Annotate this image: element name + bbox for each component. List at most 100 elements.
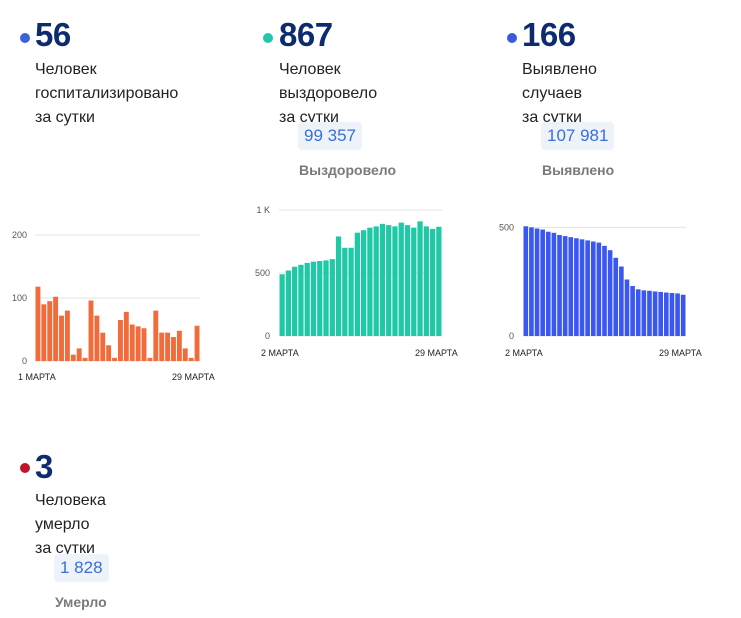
bar — [64, 310, 70, 361]
bar — [624, 279, 630, 336]
bar — [53, 296, 59, 361]
bar — [411, 227, 417, 336]
x-last-label: 29 МАРТА — [415, 348, 458, 358]
bar — [675, 293, 680, 336]
bar — [404, 225, 411, 336]
deaths-desc-line2: за сутки — [35, 540, 95, 557]
bar — [579, 239, 585, 336]
bar — [176, 330, 182, 361]
hospitalized-dot — [20, 33, 30, 43]
bar — [112, 357, 117, 361]
y-tick-label: 500 — [499, 222, 514, 232]
bar — [373, 226, 379, 336]
bar — [551, 232, 557, 336]
detected-total-label: Выявлено — [542, 162, 615, 178]
y-tick-label: 100 — [12, 293, 27, 303]
bar — [602, 245, 607, 336]
bar — [680, 294, 686, 336]
bar — [279, 274, 285, 336]
bar — [41, 304, 47, 361]
x-last-label: 29 МАРТА — [659, 348, 702, 358]
bar — [669, 292, 675, 336]
bar — [529, 227, 534, 336]
hospitalized-value: 56 — [35, 16, 71, 53]
hospitalized-desc-line1: Человек — [35, 61, 97, 78]
bar — [285, 270, 292, 336]
bar — [630, 286, 635, 336]
bar — [664, 292, 669, 336]
y-tick-label: 1 K — [256, 205, 270, 215]
deaths-description: Человека умерло за сутки — [35, 489, 106, 561]
recovered-desc-line2: за сутки — [279, 109, 339, 126]
hospitalized-desc-line3: за сутки — [35, 109, 95, 126]
bar — [348, 247, 354, 336]
bar — [590, 241, 596, 336]
hospitalized-desc-line2: госпитализировано — [35, 85, 179, 102]
bar — [562, 236, 568, 336]
deaths-value: 3 — [35, 448, 53, 485]
bar — [329, 259, 335, 336]
bar — [392, 226, 398, 336]
bar — [159, 332, 165, 361]
bar — [153, 310, 159, 361]
bar — [323, 260, 329, 336]
bar — [188, 357, 194, 361]
hospitalized-bar-chart: 0 100 200 1 МАРТА 29 МАРТА — [12, 230, 215, 382]
hospitalized-description: Человек госпитализировано за сутки — [35, 58, 178, 130]
bar — [635, 289, 641, 336]
bar — [335, 236, 342, 336]
bar — [59, 315, 64, 361]
recovered-total-badge: 99 357 — [298, 122, 362, 150]
bar — [545, 231, 551, 336]
bar — [398, 222, 404, 336]
bar — [35, 286, 41, 361]
bar — [165, 332, 171, 361]
y-tick-label: 200 — [12, 230, 27, 240]
bar — [361, 230, 367, 336]
recovered-bar-chart: 0 500 1 K 2 МАРТА 29 МАРТА — [255, 205, 458, 358]
detected-value: 166 — [522, 16, 576, 53]
bar — [292, 266, 298, 336]
bar — [135, 326, 141, 361]
deaths-total-label: Умерло — [55, 594, 107, 610]
bar — [379, 223, 386, 336]
bar — [304, 262, 310, 336]
bar — [534, 228, 540, 336]
bar — [568, 237, 574, 336]
bar — [436, 226, 442, 336]
y-tick-label: 0 — [22, 356, 27, 366]
bar — [652, 291, 658, 336]
x-last-label: 29 МАРТА — [172, 372, 215, 382]
bar — [613, 257, 619, 336]
bar — [118, 320, 123, 361]
bar — [354, 232, 360, 336]
bar — [342, 247, 348, 336]
bar — [88, 300, 94, 361]
bar — [641, 290, 647, 336]
bar — [585, 240, 590, 336]
detected-dot — [507, 33, 517, 43]
bar — [417, 221, 423, 336]
bar — [76, 348, 82, 361]
bar — [647, 290, 652, 336]
bar — [658, 291, 664, 336]
deaths-total-badge: 1 828 — [54, 554, 109, 582]
bar — [523, 226, 529, 336]
bar — [310, 261, 317, 336]
bar — [129, 324, 135, 361]
bar — [607, 250, 613, 336]
bar — [141, 328, 147, 361]
detected-desc-line1: Выявлено случаев — [522, 61, 597, 102]
x-first-label: 2 МАРТА — [261, 348, 299, 358]
bar — [429, 228, 436, 336]
bar — [557, 234, 562, 336]
bar — [94, 315, 100, 361]
bar — [540, 229, 545, 336]
y-tick-label: 500 — [255, 268, 270, 278]
recovered-value: 867 — [279, 16, 333, 53]
detected-description: Выявлено случаев за сутки — [522, 58, 597, 130]
deaths-dot — [20, 463, 30, 473]
detected-total-badge: 107 981 — [541, 122, 615, 150]
bar — [182, 348, 188, 361]
bar — [574, 238, 579, 336]
